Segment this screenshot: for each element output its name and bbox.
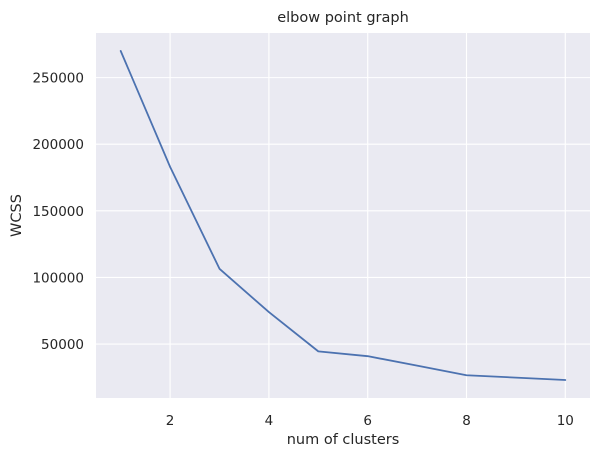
x-tick-label: 2 [166,413,175,429]
y-tick-label: 100000 [32,270,84,286]
y-tick-label: 200000 [32,137,84,153]
y-tick-label: 250000 [32,71,84,87]
series-line [119,50,567,381]
y-tick-label: 50000 [41,337,84,353]
x-tick-label: 4 [265,413,274,429]
chart-title: elbow point graph [277,10,409,26]
x-tick-labels: 2 4 6 8 10 [166,413,574,429]
series-layer [119,50,567,381]
x-axis-label: num of clusters [287,432,400,448]
y-gridlines [96,77,590,345]
plot-area [96,33,590,398]
x-tick-label: 6 [363,413,372,429]
x-tick-label: 10 [557,413,574,429]
y-tick-label: 150000 [32,204,84,220]
x-tick-label: 8 [462,413,471,429]
x-gridlines [169,33,566,398]
y-tick-labels: 50000 100000 150000 200000 250000 [32,71,84,353]
y-axis-label: WCSS [9,194,25,237]
